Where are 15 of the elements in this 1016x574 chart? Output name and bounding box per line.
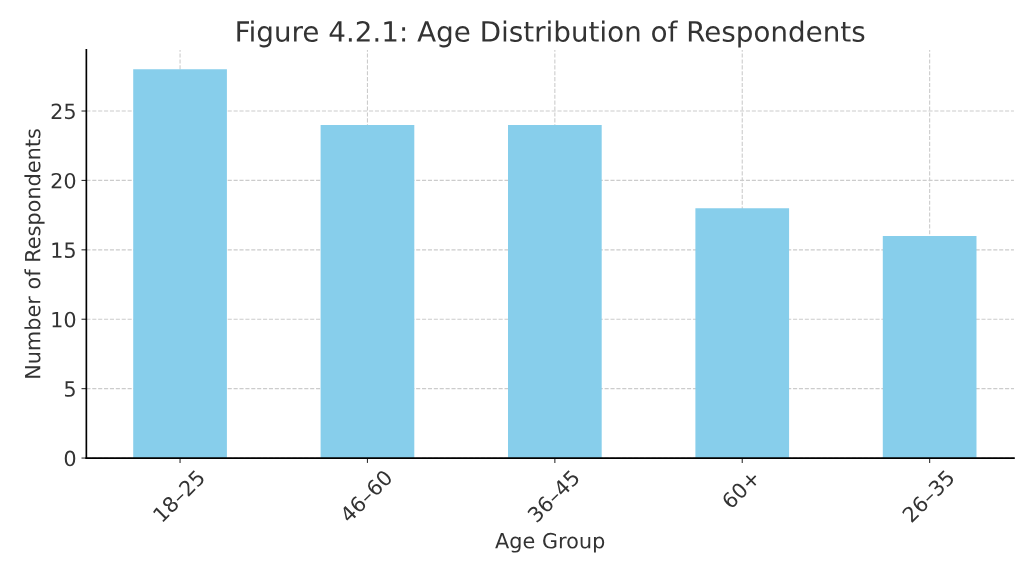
bar <box>882 235 977 459</box>
chart-title: Figure 4.2.1: Age Distribution of Respondents <box>237 20 865 48</box>
bar <box>133 69 227 459</box>
x-axis-title: Age Group <box>495 532 605 553</box>
y-tick-label: 25 <box>51 103 75 120</box>
y-tick-label: 15 <box>52 242 75 259</box>
bar <box>320 124 415 459</box>
y-tick-label: 10 <box>52 311 76 328</box>
y-axis-title: Number of Respondents <box>24 129 45 378</box>
x-tick-label: 60+ <box>720 469 761 510</box>
y-tick-label: 20 <box>51 172 76 189</box>
bar <box>508 124 602 459</box>
y-tick-label: 0 <box>64 450 76 467</box>
y-tick-label: 5 <box>64 381 75 397</box>
bar <box>695 208 790 459</box>
